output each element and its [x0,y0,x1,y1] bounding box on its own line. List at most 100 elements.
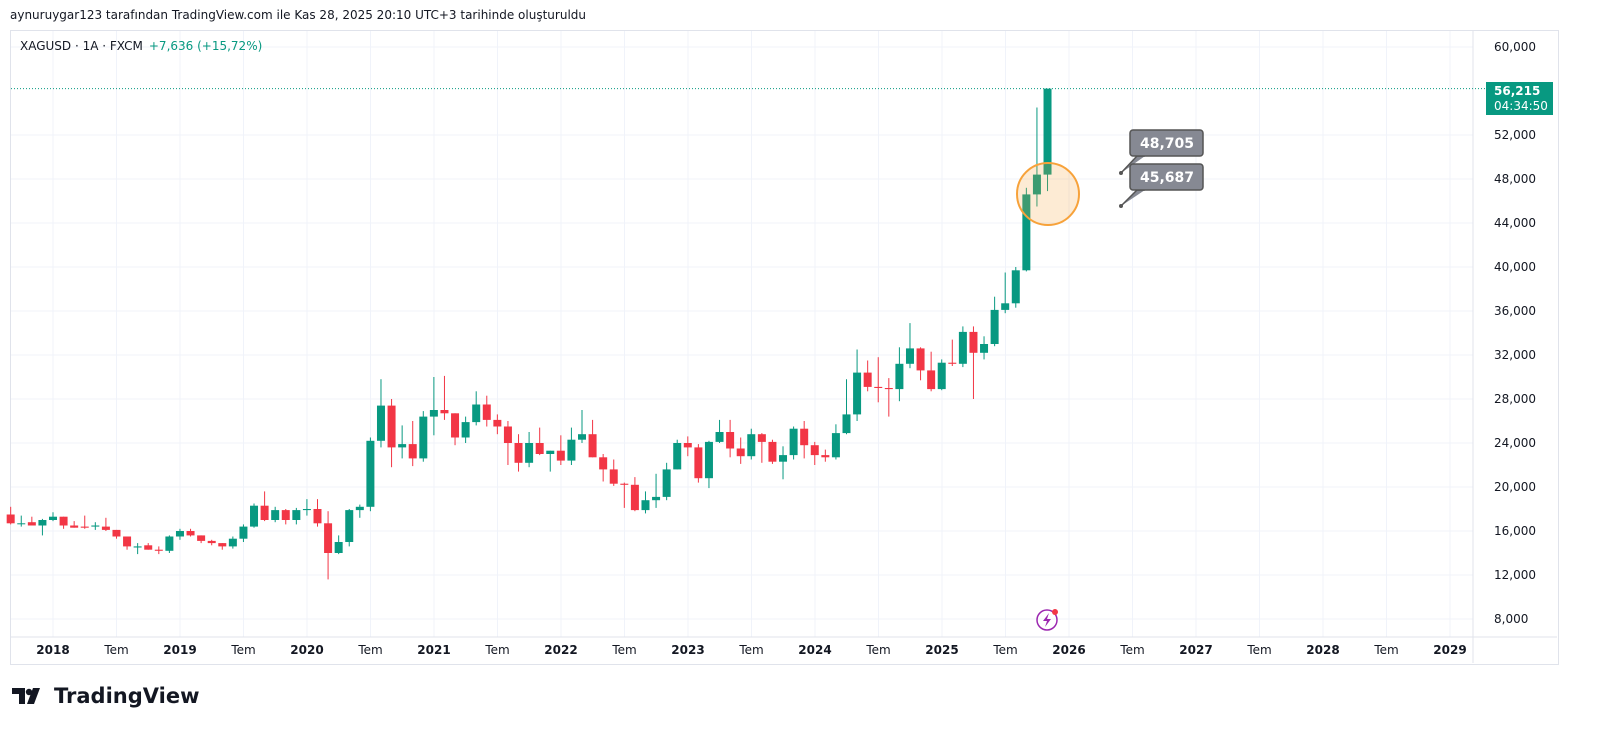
candle-body [112,529,121,537]
candle-body [6,514,15,524]
candle-body [292,510,301,520]
candle [884,378,893,417]
candle [218,543,227,550]
candle-body [779,455,788,462]
candle-body [969,331,978,353]
candle [144,543,153,550]
candle-body [863,372,872,387]
candle [387,399,396,468]
candle [768,439,777,464]
price-callout: 48,705 [1119,129,1204,175]
y-tick-label: 16,000 [1494,524,1536,538]
candle [154,546,163,555]
candle [874,357,883,403]
candle [757,433,766,463]
candle [990,296,999,347]
callout-box [1129,163,1204,191]
candle-body [228,538,237,547]
y-tick-label: 60,000 [1494,40,1536,54]
candle [197,535,206,544]
x-tick-label: Tem [230,643,255,657]
candle [472,391,481,426]
candle [228,536,237,549]
candle [620,482,629,508]
candle [376,379,385,448]
candle-body [70,525,79,528]
candle-body [599,457,608,470]
candle [281,509,290,525]
candle [726,419,735,458]
candle [789,426,798,460]
candle-body [59,516,68,526]
candle-body [1022,194,1031,271]
lightning-icon [1036,609,1058,631]
tradingview-logo[interactable]: TradingView [12,684,199,708]
candle-body [1043,88,1052,175]
x-tick-label: Tem [484,643,509,657]
candle-body [662,469,671,497]
candle [451,413,460,446]
candle [704,440,713,489]
candle-body [281,510,290,520]
candle-body [630,484,639,511]
candle [747,428,756,460]
candle [578,410,586,443]
candle-body [831,433,840,458]
x-tick-label: Tem [738,643,763,657]
candle-body [313,509,322,524]
callout-anchor [1119,171,1123,175]
y-tick-label: 44,000 [1494,216,1536,230]
chart-frame[interactable] [10,30,1559,665]
candle [1001,272,1010,314]
x-tick-label: Tem [865,643,890,657]
circle-annotation [1016,162,1080,226]
candle-body [673,443,682,470]
candle [535,427,544,456]
candle [133,543,142,555]
candle [609,459,618,486]
y-tick-label: 32,000 [1494,348,1536,362]
candle-body [376,405,385,441]
candle-body [38,520,47,526]
candle [1043,88,1052,192]
candle-body [197,535,206,541]
candle-body [958,331,967,364]
candle [91,522,100,530]
candle-body [853,372,862,415]
x-tick-label: 2024 [798,643,831,657]
symbol-legend[interactable]: XAGUSD · 1A · FXCM +7,636 (+15,72%) [20,39,262,53]
candle [345,509,354,547]
candle-body [408,444,417,459]
candle-body [884,388,893,390]
candle-body [948,362,957,364]
y-tick-label: 8,000 [1494,612,1528,626]
candle [175,528,184,540]
candle [958,326,967,368]
price-change: +7,636 (+15,72%) [148,39,263,53]
tradingview-logo-icon [12,688,40,704]
candle-body [461,422,470,438]
candle [630,477,639,512]
candle-body [916,348,925,371]
candle [408,421,417,467]
x-tick-label: Tem [1246,643,1271,657]
candle-body [1011,270,1020,304]
candle-body [482,404,491,420]
candle [186,528,195,537]
x-tick-label: 2019 [163,643,196,657]
candle-body [175,531,184,537]
candle-body [652,496,661,501]
candle-body [821,455,830,458]
callout-label: 45,687 [1140,170,1194,186]
callout-label: 48,705 [1140,136,1194,152]
candle [556,435,565,465]
candle [800,421,809,459]
candle-body [80,526,89,528]
candle [112,529,121,539]
lightning-ring [1036,609,1058,631]
candle [70,521,79,528]
candle-body [144,545,153,550]
candle-body [905,348,914,364]
x-tick-label: 2025 [925,643,958,657]
